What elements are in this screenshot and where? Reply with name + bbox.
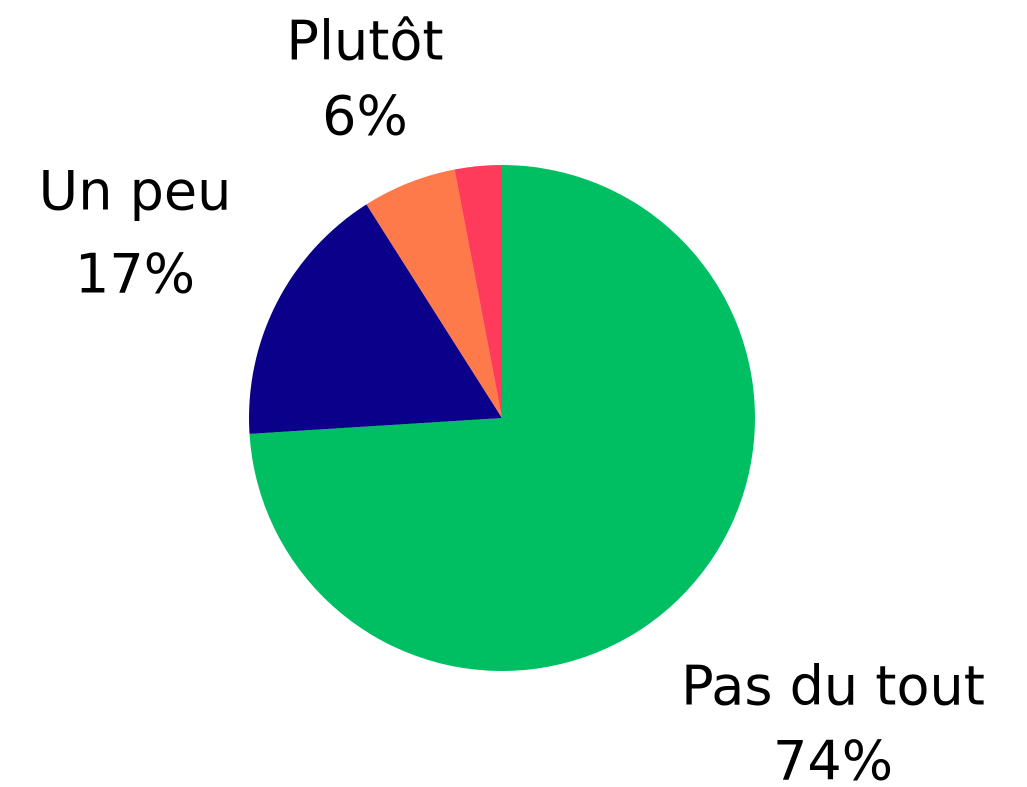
slice-label: Un peu (39, 160, 232, 223)
pie-slice (249, 165, 755, 672)
slice-value-label: 74% (773, 730, 893, 787)
pie-slice (454, 165, 502, 418)
pie-slice (366, 169, 502, 418)
slice-value-label: 17% (75, 243, 195, 306)
slice-label: Plutôt (286, 10, 443, 73)
slice-label: Pas du tout (681, 655, 985, 718)
slice-value-label: 6% (322, 85, 408, 148)
pie-slice (249, 204, 502, 434)
